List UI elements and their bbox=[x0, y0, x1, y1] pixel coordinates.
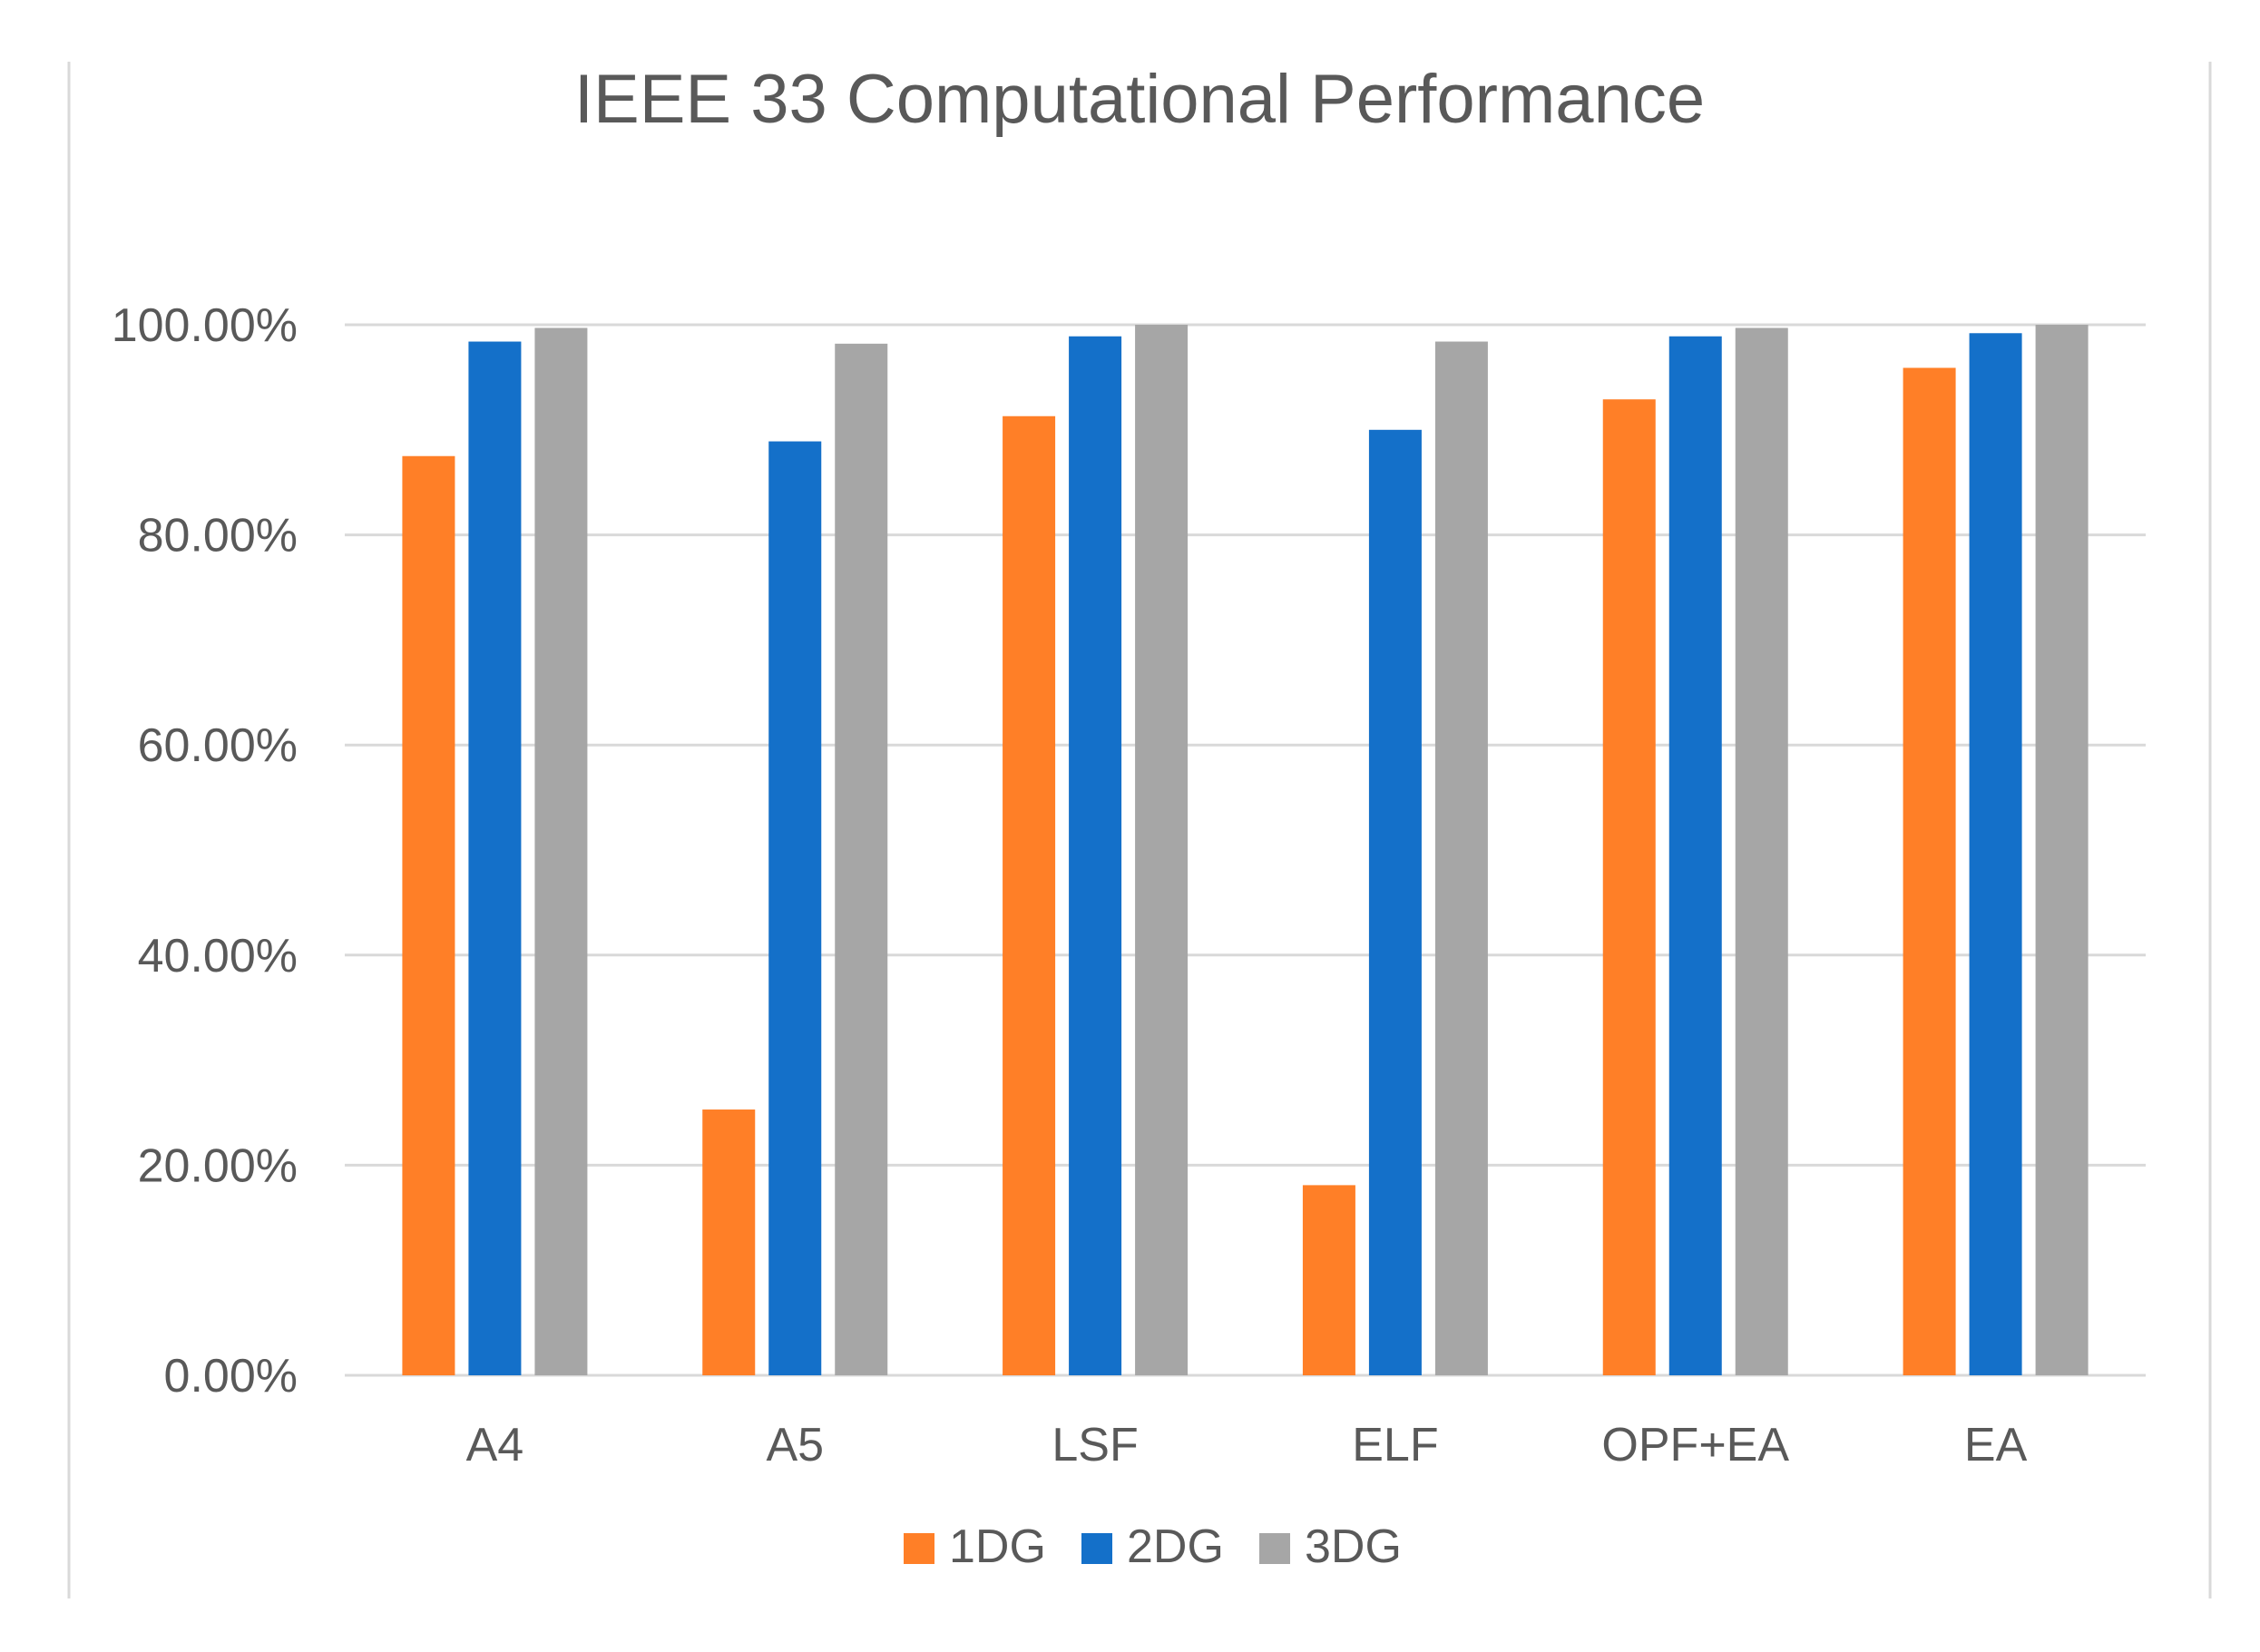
bar-lsf-3dg bbox=[1135, 325, 1189, 1375]
x-tick-label-1: A5 bbox=[766, 1419, 824, 1471]
bar-a5-3dg bbox=[835, 343, 888, 1375]
bar-a5-1dg bbox=[702, 1109, 756, 1375]
bar-lsf-1dg bbox=[1003, 415, 1056, 1376]
bar-elf-1dg bbox=[1302, 1185, 1355, 1375]
legend-swatch-3dg bbox=[1259, 1533, 1290, 1564]
y-axis-tick-labels: 0.00% 20.00% 40.00% 60.00% 80.00% 100.00% bbox=[112, 299, 298, 1403]
bar-lsf-2dg bbox=[1069, 336, 1122, 1375]
x-tick-label-3: ELF bbox=[1352, 1419, 1438, 1471]
y-tick-label-3: 60.00% bbox=[138, 719, 298, 772]
x-tick-label-0: A4 bbox=[466, 1419, 524, 1471]
bar-ea-3dg bbox=[2035, 325, 2089, 1375]
legend-item-3dg: 3DG bbox=[1259, 1520, 1402, 1573]
bar-opf-ea-2dg bbox=[1668, 336, 1722, 1375]
bars bbox=[402, 325, 2089, 1376]
bar-a5-2dg bbox=[768, 441, 822, 1376]
x-axis-tick-labels: A4 A5 LSF ELF OPF+EA EA bbox=[466, 1419, 2028, 1471]
legend-item-2dg: 2DG bbox=[1081, 1520, 1224, 1573]
x-tick-label-5: EA bbox=[1964, 1419, 2028, 1471]
legend-label-1dg: 1DG bbox=[949, 1520, 1046, 1573]
y-tick-label-0: 0.00% bbox=[164, 1350, 298, 1403]
legend-item-1dg: 1DG bbox=[904, 1520, 1046, 1573]
legend-label-2dg: 2DG bbox=[1127, 1520, 1224, 1573]
bar-opf-ea-1dg bbox=[1602, 399, 1656, 1375]
y-tick-label-2: 40.00% bbox=[138, 930, 298, 982]
bar-a4-3dg bbox=[534, 327, 588, 1375]
bar-ea-1dg bbox=[1903, 367, 1956, 1375]
legend-swatch-1dg bbox=[904, 1533, 934, 1564]
y-tick-label-4: 80.00% bbox=[138, 510, 298, 562]
legend: 1DG 2DG 3DG bbox=[904, 1520, 1402, 1573]
bar-a4-1dg bbox=[402, 455, 455, 1375]
y-tick-label-1: 20.00% bbox=[138, 1139, 298, 1192]
gridlines bbox=[345, 323, 2146, 1377]
legend-swatch-2dg bbox=[1081, 1533, 1112, 1564]
bar-opf-ea-3dg bbox=[1735, 327, 1788, 1375]
x-tick-label-4: OPF+EA bbox=[1601, 1419, 1789, 1471]
legend-label-3dg: 3DG bbox=[1305, 1520, 1402, 1573]
x-tick-label-2: LSF bbox=[1052, 1419, 1138, 1471]
y-tick-label-5: 100.00% bbox=[112, 299, 298, 352]
bar-elf-2dg bbox=[1368, 429, 1422, 1375]
bar-elf-3dg bbox=[1434, 341, 1488, 1375]
bar-a4-2dg bbox=[468, 341, 522, 1375]
bar-ea-2dg bbox=[1969, 333, 2022, 1375]
chart-title: IEEE 33 Computational Performance bbox=[574, 61, 1705, 138]
